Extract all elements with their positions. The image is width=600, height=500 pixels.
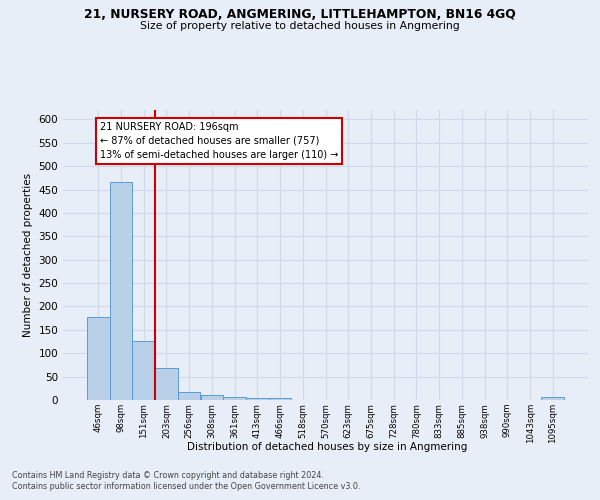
Bar (133, 340, 155, 400)
Bar (178, 392, 200, 400)
Bar (223, 396, 246, 400)
Bar (155, 368, 178, 400)
Bar (246, 398, 269, 400)
Text: Distribution of detached houses by size in Angmering: Distribution of detached houses by size … (187, 442, 467, 452)
Bar (269, 398, 292, 400)
Bar (541, 397, 564, 400)
Text: Contains public sector information licensed under the Open Government Licence v3: Contains public sector information licen… (12, 482, 361, 491)
Text: Size of property relative to detached houses in Angmering: Size of property relative to detached ho… (140, 21, 460, 31)
Text: Contains HM Land Registry data © Crown copyright and database right 2024.: Contains HM Land Registry data © Crown c… (12, 471, 324, 480)
Text: 21 NURSERY ROAD: 196sqm
← 87% of detached houses are smaller (757)
13% of semi-d: 21 NURSERY ROAD: 196sqm ← 87% of detache… (100, 122, 338, 160)
Y-axis label: Number of detached properties: Number of detached properties (23, 173, 33, 337)
Text: 21, NURSERY ROAD, ANGMERING, LITTLEHAMPTON, BN16 4GQ: 21, NURSERY ROAD, ANGMERING, LITTLEHAMPT… (84, 8, 516, 20)
Bar (200, 396, 223, 400)
Bar (87, 316, 110, 400)
Bar (110, 182, 133, 400)
